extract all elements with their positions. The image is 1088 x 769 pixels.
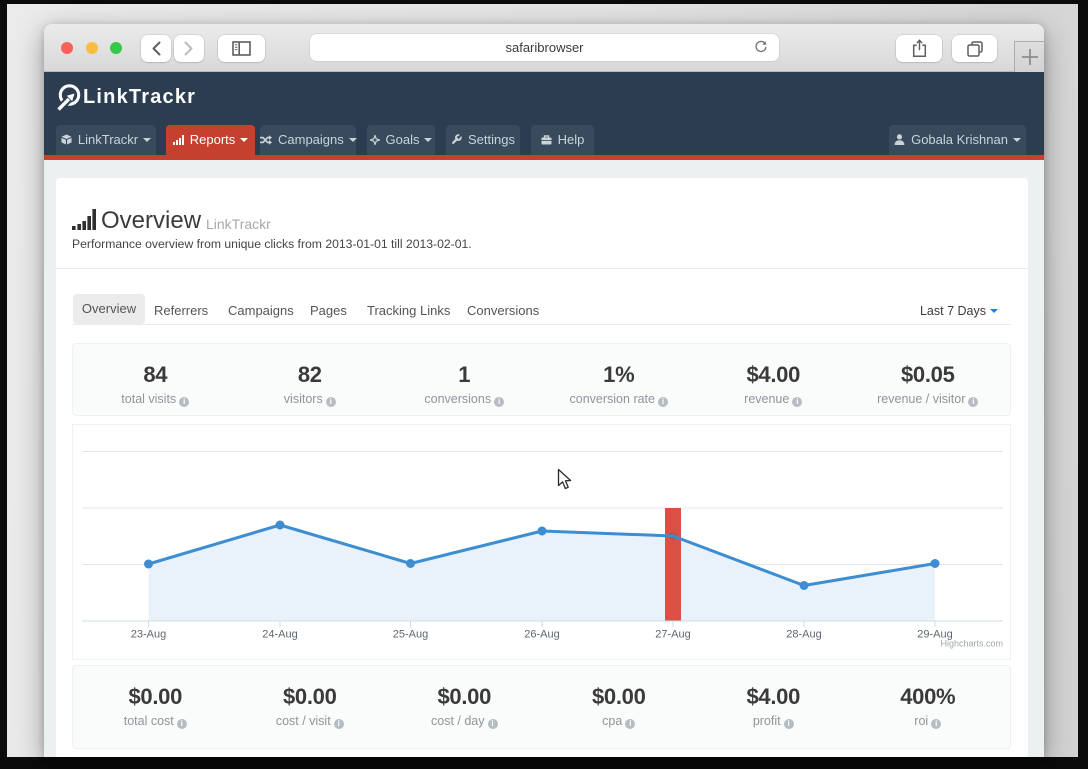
svg-text:23-Aug: 23-Aug [131, 629, 166, 641]
svg-text:Highcharts.com: Highcharts.com [940, 639, 1003, 649]
svg-text:27-Aug: 27-Aug [655, 629, 690, 641]
svg-text:28-Aug: 28-Aug [786, 629, 821, 641]
svg-text:29-Aug: 29-Aug [917, 629, 952, 641]
svg-text:24-Aug: 24-Aug [262, 629, 297, 641]
svg-text:26-Aug: 26-Aug [524, 629, 559, 641]
svg-text:25-Aug: 25-Aug [393, 629, 428, 641]
